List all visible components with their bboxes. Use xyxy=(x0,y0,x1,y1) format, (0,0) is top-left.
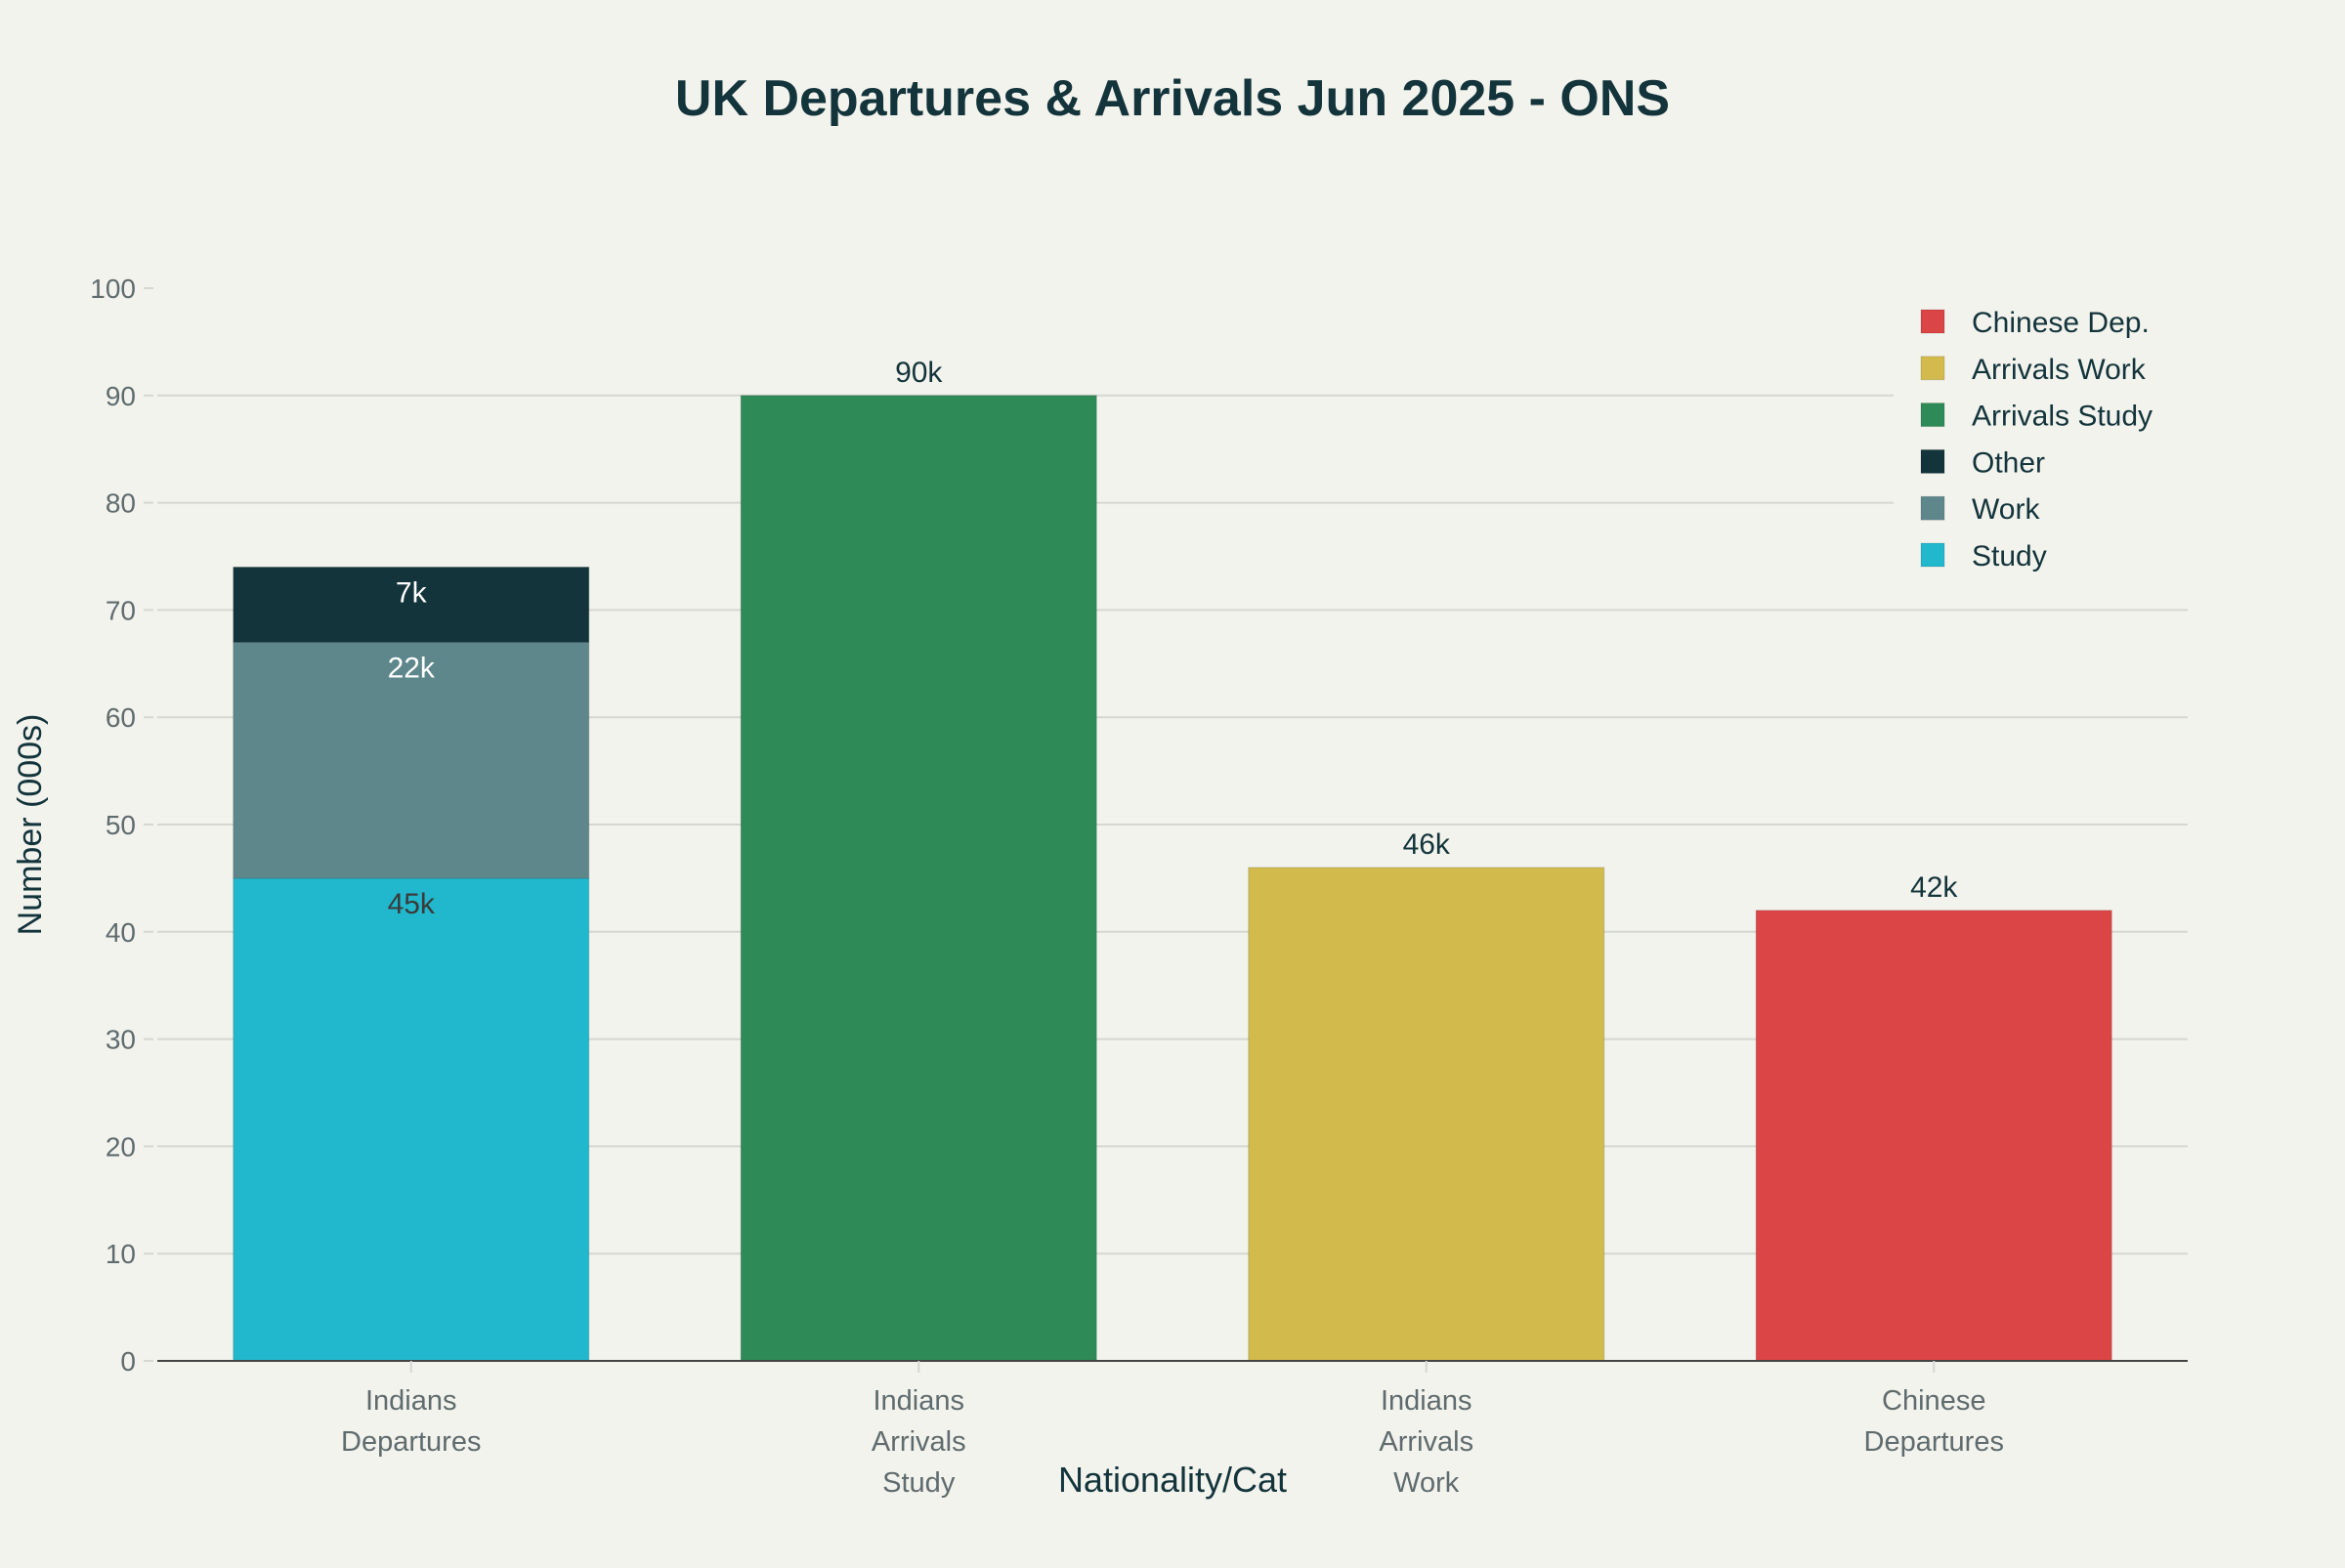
x-tick-label: Indians xyxy=(1381,1385,1472,1417)
x-tick-label: Indians xyxy=(365,1385,457,1417)
y-tick-label: 90 xyxy=(106,381,136,411)
y-tick-label: 70 xyxy=(106,595,136,625)
x-tick-label: Chinese xyxy=(1882,1385,1985,1417)
legend-label: Study xyxy=(1972,540,2047,572)
legend-label: Arrivals Work xyxy=(1972,354,2147,386)
bars: 45k 22k 7k 90k 46k 42k xyxy=(233,357,2112,1362)
bar-study xyxy=(233,877,590,1362)
legend-swatch xyxy=(1920,495,1945,521)
y-tick-label: 0 xyxy=(120,1346,136,1377)
y-tick-label: 100 xyxy=(90,274,136,304)
data-label: 45k xyxy=(388,888,436,920)
bar-arrivals-work xyxy=(1248,867,1605,1362)
x-tick-label: Work xyxy=(1393,1467,1460,1499)
bar-work xyxy=(233,641,590,879)
y-tick-label: 40 xyxy=(106,917,136,948)
bar-chinese-dep- xyxy=(1755,910,2112,1362)
x-tick-label: Departures xyxy=(341,1426,481,1458)
x-tick-label: Indians xyxy=(873,1385,964,1417)
chart-title: UK Departures & Arrivals Jun 2025 - ONS xyxy=(675,70,1670,127)
legend-background xyxy=(1894,293,2190,586)
y-tick-label: 60 xyxy=(106,702,136,733)
y-tick-label: 30 xyxy=(106,1025,136,1055)
legend-swatch xyxy=(1920,403,1945,428)
legend-label: Work xyxy=(1972,493,2040,526)
x-axis-label: Nationality/Cat xyxy=(1058,1460,1287,1500)
x-tick-label: Arrivals xyxy=(1379,1426,1473,1458)
x-tick-label: Study xyxy=(882,1467,956,1499)
y-tick-label: 80 xyxy=(106,488,136,519)
y-tick-label: 20 xyxy=(106,1131,136,1162)
data-label: 7k xyxy=(396,576,428,609)
y-tick-label: 10 xyxy=(106,1239,136,1269)
legend-swatch xyxy=(1920,448,1945,474)
legend-swatch xyxy=(1920,309,1945,334)
legend-swatch xyxy=(1920,356,1945,381)
legend-label: Chinese Dep. xyxy=(1972,307,2150,339)
legend-label: Other xyxy=(1972,446,2045,479)
data-label: 42k xyxy=(1910,871,1958,904)
data-label: 22k xyxy=(388,652,436,684)
legend: Chinese Dep. Arrivals Work Arrivals Study O… xyxy=(1894,293,2190,586)
legend-swatch xyxy=(1920,542,1945,568)
axes: 0 10 20 30 40 50 60 70 80 90 100 Indians Departures I… xyxy=(90,274,2188,1499)
y-tick-label: 50 xyxy=(106,810,136,840)
legend-label: Arrivals Study xyxy=(1972,401,2153,433)
x-tick-label: Departures xyxy=(1864,1426,2004,1458)
y-axis-label: Number (000s) xyxy=(12,714,49,936)
data-label: 90k xyxy=(895,357,943,389)
x-tick-label: Arrivals xyxy=(872,1426,966,1458)
bar-other xyxy=(233,566,590,643)
data-label: 46k xyxy=(1403,828,1451,861)
bar-arrivals-study xyxy=(740,395,1097,1362)
